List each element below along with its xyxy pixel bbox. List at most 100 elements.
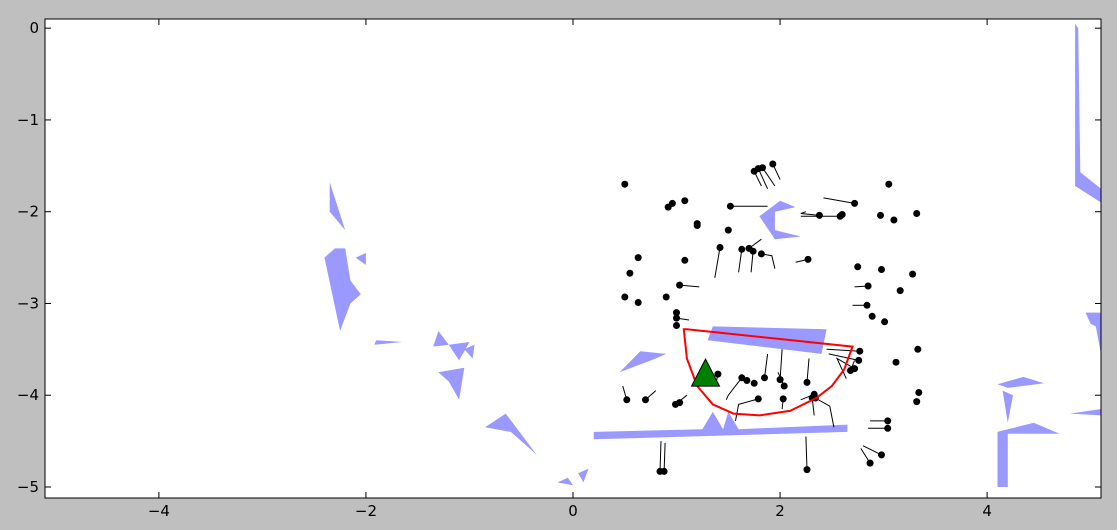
pedestrian-trail <box>764 353 769 378</box>
obstacle-polygon <box>374 340 403 345</box>
pedestrian-point <box>892 358 900 366</box>
pedestrian-point <box>896 287 904 295</box>
pedestrian-point <box>716 244 724 251</box>
pedestrian-trail <box>828 353 859 361</box>
obstacle-polygon <box>355 253 366 265</box>
pedestrian-point <box>769 160 777 168</box>
pedestrian-point <box>815 211 823 219</box>
pedestrian-point <box>890 216 898 224</box>
pedestrian-point <box>803 378 811 386</box>
pedestrian-trail <box>725 377 743 401</box>
pedestrian-point <box>673 322 680 329</box>
pedestrian-point <box>634 254 642 262</box>
x-tick-label: 4 <box>982 502 992 520</box>
obstacle-polygon <box>593 411 848 440</box>
pedestrian-point <box>913 210 921 217</box>
pedestrian-point <box>780 382 788 390</box>
pedestrian-point <box>779 395 787 403</box>
pedestrian-point <box>804 255 812 263</box>
pedestrian-point <box>868 312 876 320</box>
pedestrian-point <box>726 202 734 210</box>
pedestrian-point <box>915 389 923 396</box>
pedestrian-point <box>743 377 751 384</box>
pedestrian-trail <box>663 442 666 472</box>
pedestrian-point <box>668 199 676 207</box>
pedestrian-point <box>623 396 631 404</box>
pedestrian-trail <box>761 253 776 269</box>
pedestrian-point <box>878 266 885 273</box>
obstacle-polygon <box>578 468 589 483</box>
y-tick-label: 0 <box>29 19 39 37</box>
pedestrian-point <box>634 299 642 306</box>
pedestrian-point <box>750 379 758 387</box>
pedestrian-point <box>681 197 689 205</box>
y-tick-label: −1 <box>17 111 39 129</box>
pedestrian-point <box>847 367 854 374</box>
obstacle-polygon <box>433 331 449 347</box>
obstacle-polygon <box>438 367 465 400</box>
pedestrian-point <box>885 180 893 188</box>
pedestrian-point <box>693 222 701 229</box>
pedestrian-point <box>662 293 670 301</box>
obstacle-layer <box>324 23 1101 487</box>
pedestrian-point <box>877 211 884 219</box>
pedestrian-trail <box>735 398 759 421</box>
pedestrian-point <box>714 370 722 378</box>
pedestrian-point <box>621 293 629 301</box>
pedestrian-trail <box>806 358 810 383</box>
pedestrian-trail <box>714 247 721 278</box>
pedestrian-point <box>759 164 766 172</box>
pedestrian-trail <box>750 251 754 273</box>
pedestrian-trail <box>823 197 855 204</box>
pedestrian-point <box>749 247 757 255</box>
axes-background <box>45 19 1101 498</box>
y-tick-label: −3 <box>17 294 39 312</box>
pedestrian-trail <box>815 397 835 428</box>
boundary-layer <box>682 328 854 417</box>
pedestrian-point <box>776 376 784 384</box>
pedestrian-point <box>681 256 689 264</box>
y-tick-label: −2 <box>17 203 39 221</box>
pedestrian-point <box>864 282 872 290</box>
obstacle-polygon <box>448 342 470 361</box>
pedestrian-point <box>909 270 917 278</box>
pedestrian-point <box>878 451 885 459</box>
y-tick-label: −4 <box>17 386 39 404</box>
pedestrian-point <box>913 398 921 406</box>
pedestrian-point <box>884 424 892 432</box>
pedestrian-point <box>673 309 680 317</box>
pedestrian-point <box>738 245 746 253</box>
pedestrian-trail <box>757 168 769 190</box>
pedestrian-point <box>660 467 668 475</box>
obstacle-polygon <box>759 200 801 240</box>
pedestrian-point <box>757 250 765 258</box>
agent-triangle <box>690 358 721 387</box>
obstacle-polygon <box>329 182 346 231</box>
obstacle-polygon <box>1085 312 1101 354</box>
obstacle-polygon <box>557 477 573 486</box>
obstacle-polygon <box>1075 23 1101 203</box>
pedestrian-layer <box>621 160 923 475</box>
pedestrian-point <box>676 399 684 407</box>
pedestrian-point <box>724 226 732 234</box>
pedestrian-point <box>863 301 871 309</box>
pedestrian-point <box>810 390 818 398</box>
pedestrian-trail <box>805 436 808 470</box>
x-tick-label: −4 <box>148 502 170 520</box>
obstacle-polygon <box>707 326 827 354</box>
pedestrian-point <box>914 345 922 353</box>
pedestrian-point <box>754 395 762 403</box>
pedestrian-point <box>884 417 892 425</box>
pedestrian-point <box>866 459 874 467</box>
y-tick-label: −5 <box>17 478 39 496</box>
pedestrian-point <box>761 374 768 382</box>
pedestrian-point <box>855 356 863 364</box>
tick-layer: −4 −2 0 2 4 0 −1 −2 −3 −4 −5 <box>17 19 1101 520</box>
agent-layer <box>690 358 721 387</box>
x-tick-label: 0 <box>568 502 578 520</box>
obstacle-polygon <box>324 248 361 331</box>
x-tick-label: 2 <box>775 502 785 520</box>
pedestrian-point <box>626 269 634 277</box>
obstacle-polygon <box>1069 409 1101 416</box>
